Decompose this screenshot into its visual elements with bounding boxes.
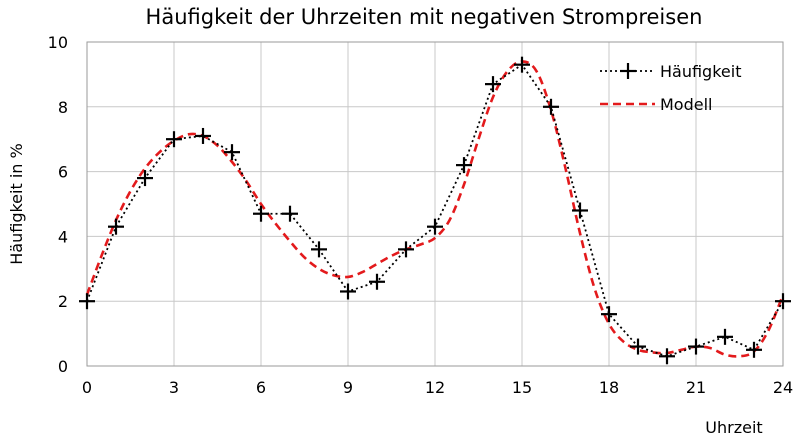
y-tick-label: 10	[48, 33, 68, 52]
x-tick-label: 21	[686, 378, 706, 397]
data-point-haeufigkeit	[369, 273, 385, 290]
x-tick-label: 24	[773, 378, 793, 397]
y-tick-label: 4	[58, 227, 68, 246]
y-tick-label: 8	[58, 98, 68, 117]
data-point-haeufigkeit	[253, 205, 269, 222]
legend: Häufigkeit Modell	[600, 62, 741, 114]
y-tick-label: 2	[58, 292, 68, 311]
data-point-haeufigkeit	[514, 56, 530, 73]
x-tick-label: 12	[425, 378, 445, 397]
data-point-haeufigkeit	[775, 293, 791, 310]
data-point-haeufigkeit	[688, 338, 704, 355]
y-tick-label: 6	[58, 163, 68, 182]
data-point-haeufigkeit	[746, 341, 762, 358]
data-point-haeufigkeit	[630, 338, 646, 355]
data-point-haeufigkeit	[108, 218, 124, 235]
data-point-haeufigkeit	[717, 328, 733, 345]
x-tick-label: 18	[599, 378, 619, 397]
data-point-haeufigkeit	[166, 131, 182, 148]
data-point-haeufigkeit	[340, 283, 356, 300]
series-layer	[79, 56, 791, 365]
legend-item-modell: Modell	[600, 95, 712, 114]
x-tick-label: 9	[343, 378, 353, 397]
data-point-haeufigkeit	[572, 202, 588, 219]
plot-frame	[86, 41, 784, 367]
data-point-haeufigkeit	[282, 205, 298, 222]
legend-label-modell: Modell	[660, 95, 712, 114]
y-tick-label: 0	[58, 357, 68, 376]
data-point-haeufigkeit	[427, 218, 443, 235]
legend-label-haeufigkeit: Häufigkeit	[660, 62, 741, 81]
data-point-haeufigkeit	[311, 241, 327, 258]
x-tick-label: 0	[82, 378, 92, 397]
data-point-haeufigkeit	[398, 241, 414, 258]
data-point-haeufigkeit	[224, 144, 240, 161]
legend-marker-haeufigkeit	[620, 63, 636, 79]
x-tick-label: 3	[169, 378, 179, 397]
data-point-haeufigkeit	[543, 98, 559, 115]
data-point-haeufigkeit	[485, 76, 501, 93]
x-tick-label: 15	[512, 378, 532, 397]
grid	[86, 41, 784, 367]
data-point-haeufigkeit	[79, 293, 95, 310]
y-axis-label: Häufigkeit in %	[7, 143, 26, 264]
data-point-haeufigkeit	[601, 306, 617, 323]
chart-title: Häufigkeit der Uhrzeiten mit negativen S…	[146, 5, 703, 29]
x-axis-label: Uhrzeit	[705, 418, 762, 437]
data-point-haeufigkeit	[659, 348, 675, 365]
data-point-haeufigkeit	[137, 170, 153, 187]
data-point-haeufigkeit	[456, 157, 472, 174]
data-point-haeufigkeit	[195, 127, 211, 144]
legend-item-haeufigkeit: Häufigkeit	[600, 62, 741, 81]
x-tick-label: 6	[256, 378, 266, 397]
